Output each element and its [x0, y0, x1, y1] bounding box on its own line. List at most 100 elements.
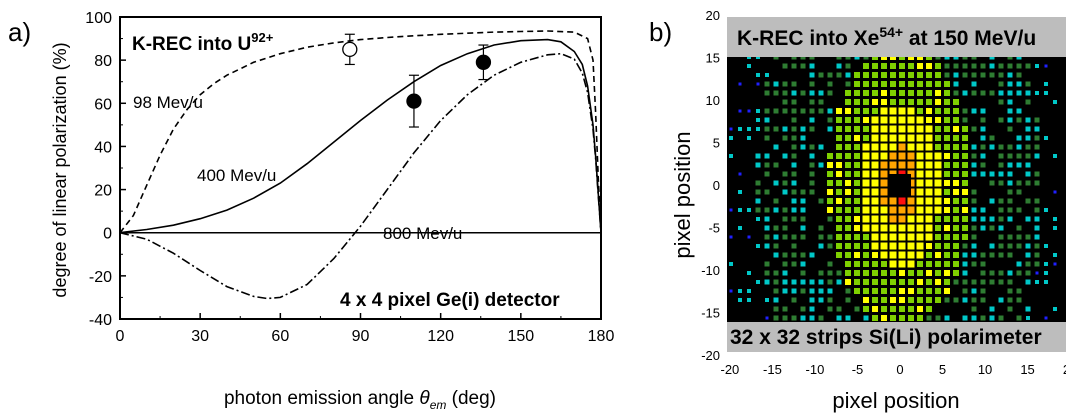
- heatmap-cell: [863, 108, 869, 114]
- heatmap-cell: [962, 261, 968, 267]
- heatmap-cell: [962, 216, 968, 222]
- heatmap-cell: [827, 261, 833, 267]
- heatmap-cell: [773, 198, 779, 204]
- heatmap-cell: [1016, 117, 1022, 123]
- heatmap-cell: [738, 190, 742, 194]
- heatmap-x-tick-label: 5: [939, 362, 946, 377]
- heatmap-cell: [863, 72, 869, 78]
- heatmap-cell: [899, 99, 905, 105]
- heatmap-cell: [809, 153, 815, 159]
- heatmap-cell: [764, 243, 770, 249]
- heatmap-cell: [863, 234, 869, 240]
- heatmap-cell: [800, 279, 806, 285]
- heatmap-cell: [899, 297, 905, 303]
- heatmap-cell: [917, 99, 923, 105]
- heatmap-cell: [872, 252, 878, 258]
- heatmap-cell: [935, 126, 941, 132]
- heatmap-cell: [782, 225, 788, 231]
- heatmap-cell: [953, 90, 959, 96]
- heatmap-cell: [908, 297, 914, 303]
- heatmap-cell: [1007, 153, 1013, 159]
- heatmap-cell: [1044, 244, 1048, 248]
- heatmap-cell: [764, 90, 770, 96]
- heatmap-cell: [908, 72, 914, 78]
- heatmap-cell: [871, 206, 879, 214]
- heatmap-cell: [962, 180, 968, 186]
- heatmap-cell: [827, 270, 833, 276]
- heatmap-cell: [827, 288, 833, 294]
- heatmap-cell: [800, 216, 806, 222]
- heatmap-x-tick-label: -20: [721, 362, 740, 377]
- heatmap-cell: [845, 162, 851, 168]
- heatmap-cell: [862, 152, 870, 160]
- heatmap-cell: [854, 108, 860, 114]
- heatmap-cell: [872, 90, 878, 96]
- heatmap-cell: [898, 134, 906, 142]
- heatmap-cell: [863, 81, 869, 87]
- heatmap-cell: [890, 279, 896, 285]
- heatmap-cell: [755, 180, 761, 186]
- heatmap-cell: [917, 306, 923, 312]
- heatmap-cell: [953, 153, 959, 159]
- heatmap-cell: [953, 162, 959, 168]
- heatmap-cell: [827, 180, 833, 186]
- heatmap-cell: [998, 225, 1004, 231]
- heatmap-cell: [934, 179, 942, 187]
- heatmap-cell: [980, 252, 986, 258]
- heatmap-y-tick-label: 15: [706, 50, 720, 65]
- heatmap-cell: [782, 99, 788, 105]
- heatmap-cell: [944, 144, 950, 150]
- heatmap-cell: [907, 152, 915, 160]
- heatmap-cell: [1034, 243, 1040, 249]
- heatmap-cell: [1025, 153, 1031, 159]
- series-label-98: 98 Mev/u: [133, 93, 203, 112]
- heatmap-cell: [935, 234, 941, 240]
- heatmap-cell: [1035, 64, 1039, 68]
- heatmap-cell: [944, 108, 950, 114]
- heatmap-cell: [872, 270, 878, 276]
- heatmap-cell: [1044, 262, 1048, 266]
- heatmap-cell: [791, 216, 797, 222]
- heatmap-cell: [907, 260, 915, 268]
- heatmap-cell: [791, 135, 797, 141]
- heatmap-cell: [916, 179, 924, 187]
- heatmap-cell: [926, 243, 932, 249]
- heatmap-cell: [845, 315, 851, 321]
- heatmap-cell: [998, 72, 1004, 78]
- heatmap-cell: [962, 198, 968, 204]
- heatmap-cell: [980, 216, 986, 222]
- heatmap-cell: [898, 197, 906, 205]
- heatmap-cell: [827, 243, 833, 249]
- heatmap-cell: [880, 188, 888, 196]
- heatmap-cell: [916, 233, 924, 241]
- heatmap-cell: [871, 242, 879, 250]
- heatmap-cell: [863, 288, 869, 294]
- heatmap-cell: [898, 206, 906, 214]
- heatmap-cell: [1025, 171, 1031, 177]
- heatmap-cell: [1025, 216, 1031, 222]
- heatmap-cell: [872, 315, 878, 321]
- heatmap-cell: [971, 225, 977, 231]
- heatmap-cell: [872, 72, 878, 78]
- heatmap-cell: [836, 162, 842, 168]
- data-point-1: [406, 93, 422, 109]
- heatmap-cell: [845, 180, 851, 186]
- heatmap-cell: [782, 306, 788, 312]
- heatmap-cell: [862, 224, 870, 232]
- heatmap-cell: [809, 144, 815, 150]
- heatmap-cell: [962, 144, 968, 150]
- heatmap-cell: [764, 126, 770, 132]
- heatmap-cell: [953, 261, 959, 267]
- heatmap-cell: [773, 315, 779, 321]
- heatmap-cell: [944, 180, 950, 186]
- heatmap-cell: [926, 306, 932, 312]
- heatmap-cell: [944, 90, 950, 96]
- heatmap-cell: [764, 216, 770, 222]
- heatmap-cell: [791, 198, 797, 204]
- heatmap-cell: [889, 215, 897, 223]
- heatmap-cell: [755, 189, 761, 195]
- heatmap-cell: [917, 72, 923, 78]
- heatmap-cell: [917, 288, 923, 294]
- heatmap-cell: [916, 170, 924, 178]
- heatmap-cell: [747, 289, 751, 293]
